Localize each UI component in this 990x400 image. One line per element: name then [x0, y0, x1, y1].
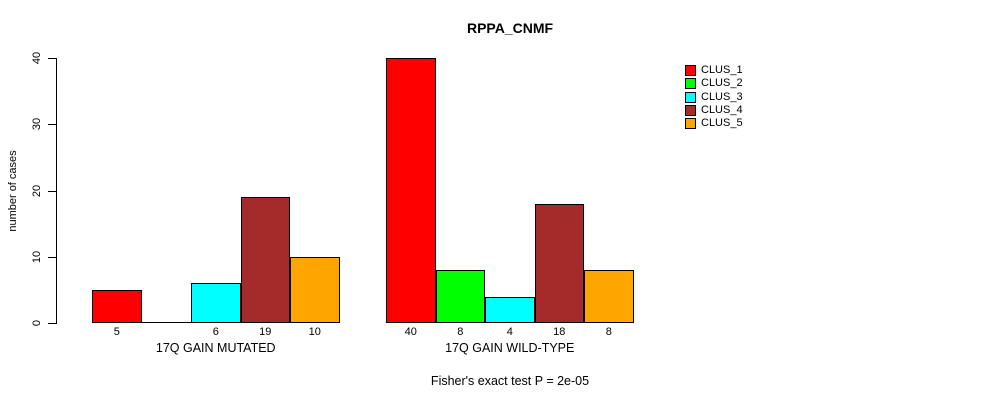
group-label-1: 17Q GAIN MUTATED — [155, 341, 276, 355]
y-tick-label-30: 30 — [31, 118, 43, 131]
legend-label-clus_3: CLUS_3 — [701, 90, 743, 103]
bar-value-label-clus_4-2: 18 — [553, 326, 566, 338]
fisher-test-annotation: Fisher's exact test P = 2e-05 — [430, 374, 590, 388]
y-tick-label-20: 20 — [31, 184, 43, 197]
bar-clus_2-1 — [141, 322, 191, 323]
legend-label-clus_1: CLUS_1 — [701, 64, 743, 76]
bar-value-label-clus_3-1: 6 — [212, 326, 219, 338]
bar-clus_4-2 — [534, 203, 584, 323]
y-tick-40 — [48, 58, 56, 59]
y-tick-10 — [48, 256, 56, 258]
y-axis-title: number of cases — [7, 150, 19, 232]
bar-value-label-clus_1-1: 5 — [113, 326, 120, 338]
legend-label-clus_2: CLUS_2 — [701, 77, 743, 90]
y-tick-label-40: 40 — [31, 51, 43, 65]
bar-clus_1-1 — [92, 289, 142, 323]
bar-value-label-clus_2-2: 8 — [457, 326, 464, 338]
bar-clus_3-1 — [191, 283, 241, 323]
bar-value-label-clus_1-2: 40 — [404, 326, 417, 338]
y-tick-label-10: 10 — [31, 250, 43, 263]
y-tick-label-0: 0 — [31, 319, 43, 327]
legend-swatch-clus_5 — [685, 118, 696, 130]
legend-swatch-clus_3 — [685, 91, 696, 103]
bar-clus_1-2 — [386, 58, 436, 323]
bar-clus_5-1 — [290, 256, 340, 323]
bar-value-label-clus_5-1: 10 — [308, 326, 321, 338]
bar-clus_5-2 — [584, 270, 634, 323]
bar-value-label-clus_4-1: 19 — [259, 326, 272, 338]
bar-clus_2-2 — [435, 270, 485, 323]
bar-clus_3-2 — [485, 296, 535, 323]
y-tick-30 — [48, 124, 56, 126]
bar-clus_4-1 — [240, 197, 290, 323]
y-tick-0 — [48, 323, 56, 324]
chart-title: RPPA_CNMF — [466, 20, 554, 36]
group-label-2: 17Q GAIN WILD-TYPE — [445, 341, 575, 355]
legend-label-clus_5: CLUS_5 — [701, 117, 743, 130]
legend-swatch-clus_4 — [685, 104, 696, 116]
bar-value-label-clus_3-2: 4 — [506, 326, 513, 338]
legend-swatch-clus_2 — [685, 78, 696, 90]
legend-swatch-clus_1 — [685, 65, 696, 76]
legend-label-clus_4: CLUS_4 — [701, 103, 743, 116]
bar-value-label-clus_5-2: 8 — [605, 326, 612, 338]
y-tick-20 — [48, 190, 56, 192]
y-axis-line — [56, 58, 57, 324]
